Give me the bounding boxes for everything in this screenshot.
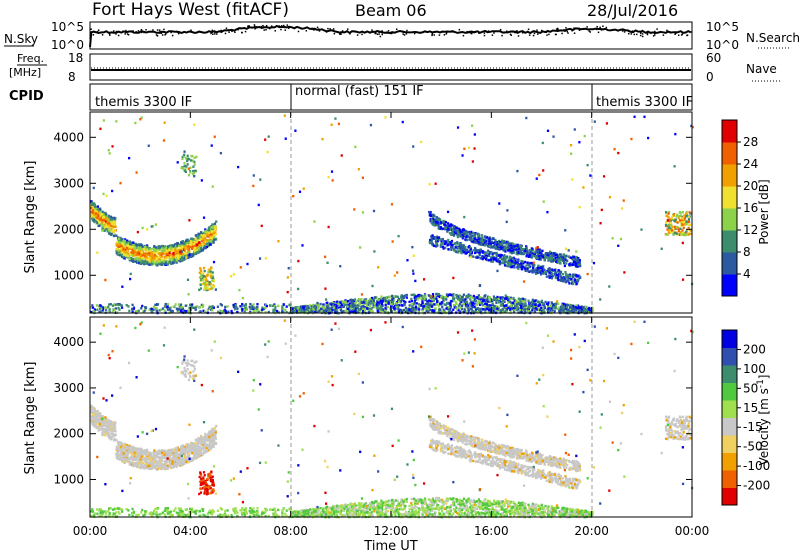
velocity-colorbar: -200 -100 -50 -15 15 50 100 200 Velocity [m s-1… — [721, 329, 771, 506]
power-y-ticks: 1000 2000 3000 4000 — [53, 130, 692, 282]
velocity-colorbar-tick: -100 — [743, 459, 770, 473]
nave-tick-top: 60 — [706, 51, 721, 65]
power-heatmap — [90, 114, 694, 315]
x-tick-label: 04:00 — [173, 524, 208, 538]
x-tick-label: 20:00 — [574, 524, 609, 538]
velocity-colorbar-tick: 15 — [743, 401, 758, 415]
y-tick-label: 1000 — [53, 472, 84, 486]
power-colorbar-tick: 24 — [743, 157, 758, 171]
power-panel: 1000 2000 3000 4000 Slant Range [km] — [23, 111, 694, 315]
velocity-colorbar-label: Velocity [m s-1] — [756, 375, 771, 466]
nsky-tick-bottom: 10^0 — [51, 38, 84, 52]
x-tick-label: 00:00 — [73, 524, 108, 538]
velocity-colorbar-tick: -50 — [743, 440, 763, 454]
nsky-tick-top: 10^5 — [51, 20, 84, 34]
velocity-colorbar-tick: 100 — [743, 362, 766, 376]
cpid-segment-1: themis 3300 IF — [95, 95, 192, 110]
date-label: 28/Jul/2016 — [587, 1, 678, 20]
velocity-panel: 1000 2000 3000 4000 Slant Range [km] — [23, 316, 694, 519]
freq-label: Freq. — [17, 52, 44, 65]
freq-tick-bottom: 8 — [68, 70, 76, 84]
x-axis-ticks: 00:00 04:00 08:00 12:00 16:00 20:00 00:00 — [73, 112, 710, 538]
power-colorbar-tick: 28 — [743, 135, 758, 149]
y-tick-label: 2000 — [53, 222, 84, 236]
x-tick-label: 00:00 — [675, 524, 710, 538]
y-tick-label: 1000 — [53, 268, 84, 282]
nsearch-tick-top: 10^5 — [706, 20, 739, 34]
nsky-strip: N.Sky 10^5 10^0 10^5 10^0 N.Search — [4, 20, 800, 52]
power-colorbar-tick: 12 — [743, 223, 758, 237]
y-tick-label: 3000 — [53, 176, 84, 190]
velocity-colorbar-tick: 200 — [743, 342, 766, 356]
nsearch-tick-bottom: 10^0 — [706, 38, 739, 52]
x-tick-label: 08:00 — [273, 524, 308, 538]
velocity-colorbar-tick: -15 — [743, 420, 763, 434]
power-colorbar: 4 8 12 16 20 24 28 Power [dB] — [721, 119, 771, 297]
y-tick-label: 4000 — [53, 335, 84, 349]
freq-unit: [MHz] — [9, 66, 41, 79]
freq-strip: Freq. [MHz] 18 8 60 0 Nave — [9, 51, 780, 84]
power-colorbar-tick: 8 — [743, 245, 751, 259]
x-axis-label: Time UT — [363, 539, 417, 554]
power-colorbar-tick: 20 — [743, 179, 758, 193]
velocity-colorbar-tick: 50 — [743, 381, 758, 395]
x-tick-label: 12:00 — [374, 524, 409, 538]
cpid-label: CPID — [9, 89, 44, 104]
nsky-label: N.Sky — [4, 32, 38, 46]
cpid-strip: CPID themis 3300 IF normal (fast) 151 IF… — [9, 83, 693, 111]
y-tick-label: 3000 — [53, 381, 84, 395]
power-colorbar-tick: 4 — [743, 267, 751, 281]
site-title: Fort Hays West (fitACF) — [92, 0, 289, 20]
y-tick-label: 4000 — [53, 130, 84, 144]
freq-tick-top: 18 — [68, 51, 83, 65]
nsky-trace — [89, 24, 692, 48]
power-y-axis-label: Slant Range [km] — [23, 161, 38, 274]
power-colorbar-tick: 16 — [743, 201, 758, 215]
velocity-colorbar-tick: -200 — [743, 479, 770, 493]
nave-label: Nave — [746, 62, 777, 76]
y-tick-label: 2000 — [53, 427, 84, 441]
power-colorbar-label: Power [dB] — [757, 179, 771, 244]
cpid-segment-2: normal (fast) 151 IF — [295, 84, 424, 99]
nsearch-label: N.Search — [746, 31, 800, 45]
cpid-segment-3: themis 3300 IF — [596, 95, 693, 110]
nave-tick-bottom: 0 — [706, 70, 714, 84]
velocity-heatmap — [90, 319, 694, 519]
beam-label: Beam 06 — [355, 1, 427, 20]
velocity-y-ticks: 1000 2000 3000 4000 — [53, 335, 692, 486]
velocity-y-axis-label: Slant Range [km] — [23, 362, 38, 475]
nsky-points — [90, 24, 693, 38]
x-tick-label: 16:00 — [474, 524, 509, 538]
